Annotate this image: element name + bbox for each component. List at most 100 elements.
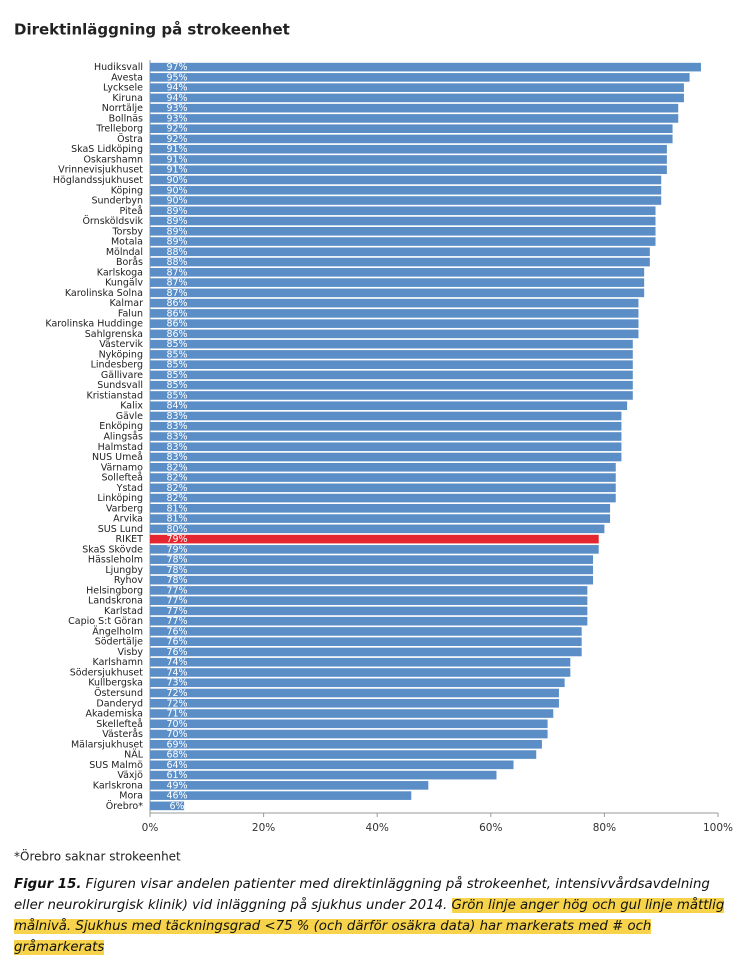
bar: [150, 514, 611, 523]
value-label: 49%: [166, 780, 187, 791]
value-label: 83%: [166, 442, 187, 453]
bar: [150, 360, 633, 369]
bar: [150, 83, 684, 92]
value-label: 82%: [166, 473, 187, 484]
y-tick-label: Torsby: [111, 226, 143, 237]
bar: [150, 175, 662, 185]
bar: [150, 616, 588, 626]
y-tick-label: Mora: [119, 791, 143, 802]
y-tick-label: Ängelholm: [92, 626, 143, 637]
bar: [150, 452, 622, 462]
bar: [150, 739, 542, 749]
bar: [150, 668, 571, 677]
value-label: 93%: [166, 103, 187, 114]
bar: [150, 596, 588, 605]
bar: [150, 62, 701, 72]
bar: [150, 268, 645, 277]
value-label: 80%: [166, 524, 187, 535]
bar: [150, 257, 650, 267]
bar: [150, 124, 673, 134]
bar: [150, 791, 412, 800]
y-tick-label: SkaS Skövde: [82, 544, 143, 555]
x-tick-label: 0%: [142, 822, 159, 834]
value-label: 76%: [166, 647, 187, 658]
value-label: 85%: [166, 339, 187, 350]
bar: [150, 73, 690, 82]
value-label: 86%: [166, 319, 187, 330]
value-label: 78%: [166, 555, 187, 566]
y-tick-label: Halmstad: [98, 442, 143, 453]
bar: [150, 103, 679, 113]
y-tick-label: Kalix: [120, 401, 143, 412]
y-tick-label: Växjö: [117, 770, 143, 781]
value-label: 78%: [166, 575, 187, 586]
value-label: 91%: [166, 165, 187, 176]
value-label: 92%: [166, 134, 187, 145]
value-label: 83%: [166, 411, 187, 422]
y-tick-label: Ryhov: [114, 575, 144, 586]
bar: [150, 339, 633, 349]
value-label: 86%: [166, 298, 187, 309]
y-tick-label: Falun: [118, 308, 143, 319]
y-tick-label: Ystad: [116, 483, 143, 494]
bar: [150, 421, 622, 431]
value-label: 70%: [166, 729, 187, 740]
value-label: 89%: [166, 226, 187, 237]
value-label: 86%: [166, 329, 187, 340]
y-tick-label: Capio S:t Göran: [68, 616, 143, 627]
bar: [150, 534, 599, 544]
y-tick-label: NÄL: [124, 750, 144, 761]
value-label: 82%: [166, 462, 187, 473]
y-tick-label: Danderyd: [96, 698, 143, 709]
bar: [150, 637, 582, 647]
bar: [150, 781, 429, 790]
value-label: 85%: [166, 370, 187, 381]
bar: [150, 155, 667, 164]
y-tick-label: Avesta: [111, 72, 143, 83]
y-tick-label: Karlskrona: [93, 780, 143, 791]
value-label: 85%: [166, 360, 187, 371]
value-label: 77%: [166, 596, 187, 607]
y-tick-label: Kullbergska: [88, 678, 143, 689]
bar: [150, 237, 656, 246]
x-tick-label: 40%: [366, 822, 389, 834]
value-label: 79%: [166, 544, 187, 555]
bar: [150, 226, 656, 236]
bar: [150, 216, 656, 226]
bar: [150, 575, 594, 585]
y-tick-label: RIKET: [116, 534, 144, 545]
y-tick-label: Visby: [117, 647, 143, 658]
y-tick-label: Kiruna: [112, 93, 143, 104]
chart-title: Direktinläggning på strokeenhet: [14, 21, 290, 39]
y-tick-label: Arvika: [113, 514, 143, 525]
value-label: 78%: [166, 565, 187, 576]
value-label: 79%: [166, 534, 187, 545]
y-tick-label: Varberg: [106, 503, 143, 514]
bar: [150, 380, 633, 390]
value-label: 87%: [166, 278, 187, 289]
bar: [150, 329, 639, 339]
chart: Direktinläggning på strokeenhet *Örebro …: [14, 21, 733, 864]
y-tick-label: Nyköping: [99, 349, 143, 360]
value-label: 85%: [166, 349, 187, 360]
y-tick-label: Karlskoga: [97, 267, 143, 278]
y-tick-label: Skellefteå: [96, 719, 143, 730]
y-tick-label: Värnamo: [101, 462, 143, 473]
bar: [150, 206, 656, 216]
bar: [150, 801, 185, 811]
value-label: 61%: [166, 770, 187, 781]
bar: [150, 288, 645, 298]
y-tick-label: SUS Malmö: [89, 760, 143, 771]
bar: [150, 586, 588, 595]
footnote: *Örebro saknar strokeenhet: [14, 848, 181, 864]
y-tick-label: Lindesberg: [91, 360, 143, 371]
value-label: 81%: [166, 503, 187, 514]
value-label: 85%: [166, 390, 187, 401]
value-label: 72%: [166, 688, 187, 699]
y-tick-label: Södersjukhuset: [70, 667, 144, 678]
y-tick-label: Sahlgrenska: [85, 329, 143, 340]
value-label: 77%: [166, 606, 187, 617]
bar: [150, 93, 684, 103]
value-label: 68%: [166, 750, 187, 761]
caption: Figur 15. Figuren visar andelen patiente…: [14, 874, 742, 958]
